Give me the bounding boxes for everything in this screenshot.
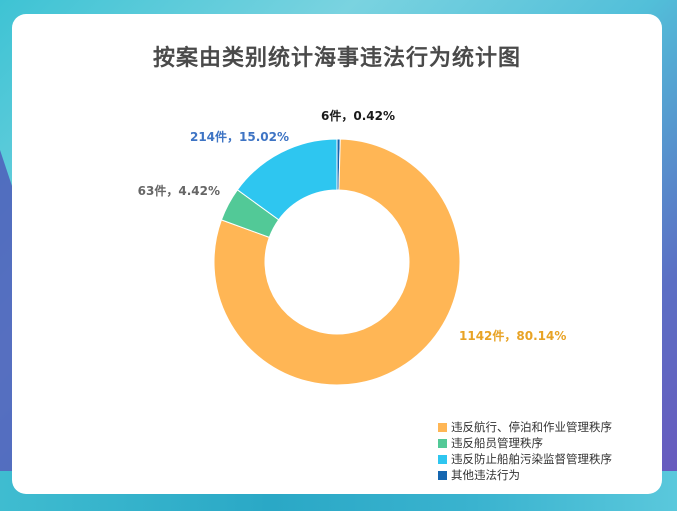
data-label-0: 1142件，80.14%: [459, 328, 566, 343]
legend-swatch-2: [438, 454, 447, 464]
chart-legend: 违反航行、停泊和作业管理秩序 违反船员管理秩序 违反防止船舶污染监督管理秩序 其…: [438, 419, 612, 483]
legend-item[interactable]: 违反船员管理秩序: [438, 435, 612, 451]
legend-label: 违反航行、停泊和作业管理秩序: [451, 420, 612, 434]
chart-card: 按案由类别统计海事违法行为统计图 6件，0.42% 1142件，80.14% 63件…: [12, 14, 662, 494]
slice-0[interactable]: [213, 138, 461, 386]
legend-item[interactable]: 违反防止船舶污染监督管理秩序: [438, 451, 612, 467]
legend-swatch-3: [438, 470, 447, 480]
legend-label: 其他违法行为: [451, 468, 520, 482]
donut-chart: 6件，0.42% 1142件，80.14% 63件，4.42% 214件，15.02%: [138, 108, 566, 386]
legend-swatch-1: [438, 438, 447, 448]
legend-label: 违反防止船舶污染监督管理秩序: [451, 452, 612, 466]
legend-item[interactable]: 其他违法行为: [438, 467, 612, 483]
legend-item[interactable]: 违反航行、停泊和作业管理秩序: [438, 419, 612, 435]
legend-label: 违反船员管理秩序: [451, 436, 543, 450]
slice-2[interactable]: [236, 138, 338, 221]
data-label-1: 63件，4.42%: [138, 183, 220, 198]
legend-swatch-0: [438, 422, 447, 432]
data-label-2: 214件，15.02%: [190, 129, 289, 144]
data-label-3: 6件，0.42%: [321, 108, 395, 123]
chart-title: 按案由类别统计海事违法行为统计图: [152, 46, 521, 71]
